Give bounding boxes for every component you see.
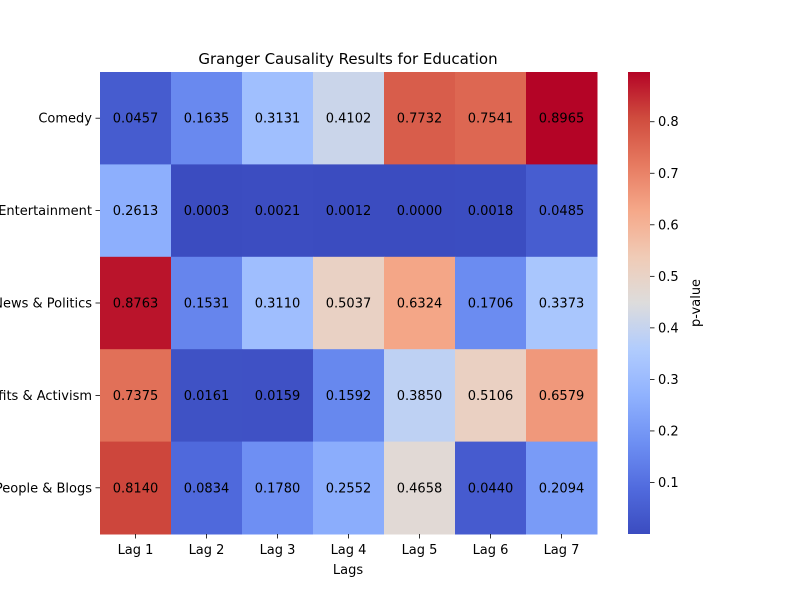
heatmap-cell (100, 72, 172, 165)
cell-value-label: 0.8763 (113, 297, 159, 312)
cell-value-label: 0.0485 (539, 204, 585, 219)
heatmap-cell (526, 441, 598, 535)
cell-value-label: 0.0161 (184, 389, 230, 404)
heatmap-cell (526, 349, 598, 443)
cell-value-label: 0.6324 (397, 297, 443, 312)
x-tick-label: Lag 2 (189, 543, 225, 558)
cell-value-label: 0.6579 (539, 389, 585, 404)
y-tick-label: Comedy (38, 112, 92, 127)
heatmap-cell (100, 349, 172, 443)
heatmap-cell (384, 441, 456, 535)
x-tick-label: Lag 6 (473, 543, 509, 558)
cell-value-label: 0.0440 (468, 481, 514, 496)
heatmap-cell (455, 256, 527, 350)
y-axis-ticks: Comedy Entertainment News & Politics Nonpro… (0, 112, 100, 496)
heatmap-cells: 0.0457 0.1635 0.3131 0.4102 0.7732 0.7541 0.89… (100, 72, 598, 535)
heatmap-cell (242, 349, 314, 443)
cell-value-label: 0.8965 (539, 112, 585, 127)
heatmap-cell (313, 349, 385, 443)
cell-value-label: 0.7375 (113, 389, 159, 404)
x-tick-label: Lag 3 (260, 543, 296, 558)
heatmap-cell (313, 72, 385, 165)
heatmap-cell (171, 349, 243, 443)
colorbar-tick-label: 0.2 (658, 424, 679, 439)
heatmap-cell (455, 72, 527, 165)
y-tick-label: Entertainment (0, 204, 92, 219)
cell-value-label: 0.7541 (468, 112, 514, 127)
cell-value-label: 0.0018 (468, 204, 514, 219)
cell-value-label: 0.2094 (539, 481, 585, 496)
cell-value-label: 0.0457 (113, 112, 159, 127)
cell-value-label: 0.5037 (326, 297, 372, 312)
colorbar-tick-label: 0.6 (658, 218, 679, 233)
y-tick-label: People & Blogs (0, 481, 92, 496)
heatmap-cell (455, 349, 527, 443)
cell-value-label: 0.4658 (397, 481, 443, 496)
chart-title: Granger Causality Results for Education (198, 50, 497, 68)
heatmap-cell (526, 164, 598, 258)
x-axis-ticks: Lag 1 Lag 2 Lag 3 Lag 4 Lag 5 Lag 6 Lag 7 (118, 534, 580, 558)
colorbar-tick-label: 0.5 (658, 270, 679, 285)
cell-value-label: 0.7732 (397, 112, 443, 127)
heatmap-cell (455, 164, 527, 258)
cell-value-label: 0.0000 (397, 204, 443, 219)
heatmap-cell (313, 164, 385, 258)
heatmap-cell (171, 256, 243, 350)
cell-value-label: 0.3850 (397, 389, 443, 404)
cell-value-label: 0.0021 (255, 204, 301, 219)
heatmap-cell (384, 256, 456, 350)
heatmap-cell (171, 441, 243, 535)
cell-value-label: 0.1635 (184, 112, 230, 127)
heatmap-cell (242, 256, 314, 350)
heatmap-cell (313, 256, 385, 350)
colorbar-label: p-value (689, 279, 704, 327)
cell-value-label: 0.1592 (326, 389, 372, 404)
cell-value-label: 0.1706 (468, 297, 514, 312)
cell-value-label: 0.2552 (326, 481, 372, 496)
heatmap-cell (242, 72, 314, 165)
cell-value-label: 0.5106 (468, 389, 514, 404)
heatmap-cell (100, 441, 172, 535)
cell-value-label: 0.3110 (255, 297, 301, 312)
y-tick-label: News & Politics (0, 297, 92, 312)
heatmap-cell (384, 349, 456, 443)
heatmap-cell (100, 256, 172, 350)
cell-value-label: 0.3373 (539, 297, 585, 312)
heatmap-cell (171, 72, 243, 165)
cell-value-label: 0.1531 (184, 297, 230, 312)
cell-value-label: 0.4102 (326, 112, 372, 127)
colorbar-tick-label: 0.3 (658, 373, 679, 388)
colorbar-tick-label: 0.4 (658, 321, 679, 336)
heatmap-cell (384, 164, 456, 258)
heatmap-cell (100, 164, 172, 258)
cell-value-label: 0.0003 (184, 204, 230, 219)
heatmap-cell (242, 164, 314, 258)
x-tick-label: Lag 5 (402, 543, 438, 558)
heatmap-cell (313, 441, 385, 535)
heatmap-cell (455, 441, 527, 535)
cell-value-label: 0.0012 (326, 204, 372, 219)
y-tick-label: Nonprofits & Activism (0, 389, 92, 404)
colorbar-tick-label: 0.7 (658, 167, 679, 182)
colorbar-gradient (628, 72, 650, 534)
cell-value-label: 0.2613 (113, 204, 159, 219)
heatmap-cell (384, 72, 456, 165)
x-tick-label: Lag 7 (544, 543, 580, 558)
cell-value-label: 0.8140 (113, 481, 159, 496)
heatmap-cell (526, 256, 598, 350)
colorbar-tick-label: 0.1 (658, 476, 679, 491)
cell-value-label: 0.0159 (255, 389, 301, 404)
x-tick-label: Lag 1 (118, 543, 154, 558)
colorbar-tick-label: 0.8 (658, 115, 679, 130)
heatmap-cell (526, 72, 598, 165)
cell-value-label: 0.1780 (255, 481, 301, 496)
x-axis-label: Lags (333, 563, 363, 578)
heatmap-cell (242, 441, 314, 535)
heatmap-cell (171, 164, 243, 258)
x-tick-label: Lag 4 (331, 543, 367, 558)
cell-value-label: 0.0834 (184, 481, 230, 496)
colorbar: 0.1 0.2 0.3 0.4 0.5 0.6 0.7 0.8 p-value (628, 72, 704, 534)
cell-value-label: 0.3131 (255, 112, 301, 127)
